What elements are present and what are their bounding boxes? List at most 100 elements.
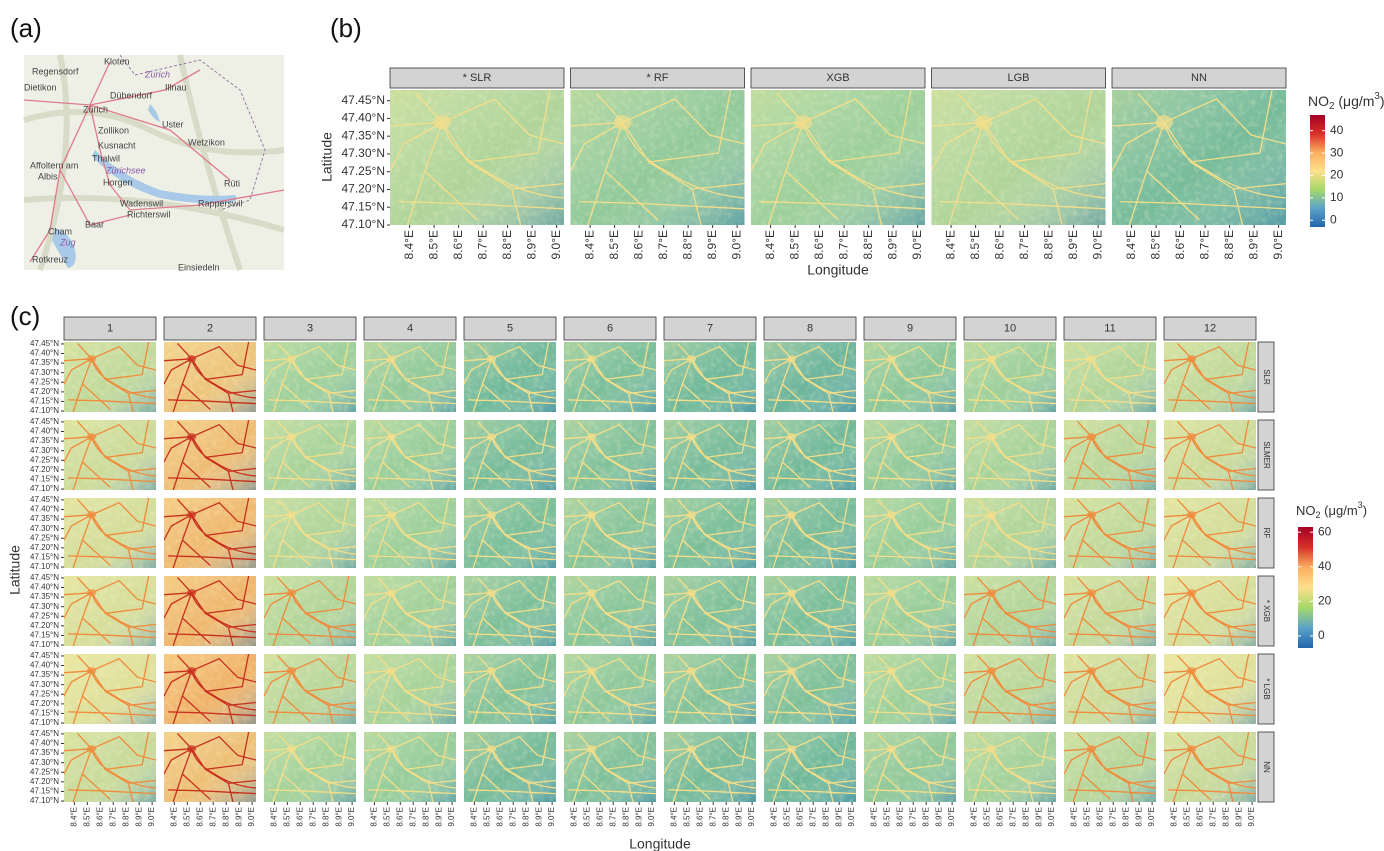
x-tick-label: 9.0°E	[147, 807, 156, 827]
x-tick-label: 8.8°E	[921, 807, 930, 827]
raster-map	[964, 576, 1056, 646]
x-tick-label: 8.7°E	[208, 807, 217, 827]
raster-map	[264, 576, 356, 646]
y-tick-label: 47.25°N	[342, 164, 386, 178]
x-tick-label: 8.8°E	[621, 807, 630, 827]
place-label: Einsiedeln	[178, 262, 220, 272]
x-tick-label: 8.6°E	[695, 807, 704, 827]
x-tick-label: 8.4°E	[1169, 807, 1178, 827]
raster-map	[664, 732, 756, 802]
raster-map	[964, 732, 1056, 802]
y-tick-label: 47.20°N	[30, 465, 59, 474]
x-tick-label: 8.7°E	[908, 807, 917, 827]
raster-map	[164, 498, 256, 568]
x-tick-label: 8.8°E	[500, 230, 514, 259]
y-tick-label: 47.45°N	[30, 339, 59, 348]
x-tick-label: 8.7°E	[308, 807, 317, 827]
x-tick-label: 8.9°E	[885, 230, 899, 259]
raster-map	[764, 420, 856, 490]
y-tick-label: 47.10°N	[30, 718, 59, 727]
x-tick-label: 8.4°E	[763, 230, 777, 259]
y-tick-label: 47.20°N	[342, 182, 386, 196]
raster-map	[664, 654, 756, 724]
raster-map	[264, 654, 356, 724]
colorbar-tick-label: 10	[1330, 190, 1344, 204]
y-tick-label: 47.25°N	[30, 455, 59, 464]
x-tick-label: 8.6°E	[1095, 807, 1104, 827]
place-label: Illnau	[165, 82, 187, 92]
x-tick-label: 8.7°E	[836, 230, 850, 259]
raster-map	[164, 342, 256, 412]
legend-title-part: )	[1363, 503, 1367, 518]
raster-map	[64, 498, 156, 568]
raster-map	[464, 420, 556, 490]
raster-map	[664, 498, 756, 568]
y-tick-label: 47.45°N	[30, 651, 59, 660]
x-tick-label: 8.9°E	[1066, 230, 1080, 259]
x-tick-label: 8.4°E	[969, 807, 978, 827]
raster-map	[164, 420, 256, 490]
page: {"panel_labels": ["(a)", "(b)", "(c)"], …	[0, 0, 1384, 851]
place-label: Affoltern am	[30, 160, 78, 170]
place-label: Kusnacht	[98, 140, 136, 150]
raster-map	[664, 420, 756, 490]
facet-title: XGB	[826, 72, 849, 84]
x-tick-label: 8.7°E	[508, 807, 517, 827]
facet-title: 11	[1104, 322, 1115, 334]
y-tick-label: 47.40°N	[30, 427, 59, 436]
place-label: Horgen	[103, 177, 133, 187]
colorbar	[1298, 527, 1313, 648]
x-tick-label: 8.5°E	[82, 807, 91, 827]
x-tick-label: 8.7°E	[1108, 807, 1117, 827]
x-tick-label: 8.5°E	[382, 807, 391, 827]
y-tick-label: 47.45°N	[30, 417, 59, 426]
x-tick-label: 8.4°E	[1124, 230, 1138, 259]
x-tick-label: 8.9°E	[1134, 807, 1143, 827]
raster-map	[1164, 342, 1256, 412]
x-tick-label: 8.8°E	[321, 807, 330, 827]
raster-map	[64, 342, 156, 412]
facet-title: 7	[707, 322, 713, 334]
raster-map	[932, 90, 1106, 225]
x-tick-label: 8.8°E	[1221, 807, 1230, 827]
raster-map	[664, 576, 756, 646]
y-tick-label: 47.35°N	[30, 358, 59, 367]
panel-label: (c)	[10, 301, 40, 331]
raster-map	[571, 90, 745, 225]
raster-map	[464, 732, 556, 802]
raster-map	[1112, 90, 1286, 225]
y-tick-label: 47.15°N	[30, 397, 59, 406]
x-tick-label: 8.4°E	[869, 807, 878, 827]
raster-map	[464, 576, 556, 646]
x-tick-label: 8.5°E	[607, 230, 621, 259]
facet-title: * SLR	[463, 72, 492, 84]
x-tick-label: 8.8°E	[121, 807, 130, 827]
x-tick-label: 8.5°E	[982, 807, 991, 827]
place-label: Dietikon	[24, 82, 57, 92]
x-tick-label: 8.6°E	[395, 807, 404, 827]
x-tick-label: 9.0°E	[847, 807, 856, 827]
facet-title: NN	[1191, 72, 1207, 84]
x-tick-label: 8.8°E	[721, 807, 730, 827]
facet-title: 6	[607, 322, 613, 334]
raster-map	[264, 732, 356, 802]
facet-title: 2	[207, 322, 213, 334]
x-tick-label: 8.9°E	[534, 807, 543, 827]
y-tick-label: 47.30°N	[30, 368, 59, 377]
raster-map	[164, 732, 256, 802]
y-tick-label: 47.25°N	[30, 377, 59, 386]
x-tick-label: 8.8°E	[521, 807, 530, 827]
y-tick-label: 47.40°N	[30, 661, 59, 670]
x-tick-label: 8.9°E	[1034, 807, 1043, 827]
legend-title-part: NO	[1308, 93, 1329, 109]
x-tick-label: 8.8°E	[861, 230, 875, 259]
place-label: Cham	[48, 226, 72, 236]
x-tick-label: 8.6°E	[895, 807, 904, 827]
x-tick-label: 8.4°E	[169, 807, 178, 827]
x-tick-label: 8.8°E	[680, 230, 694, 259]
facet-title: 5	[507, 322, 513, 334]
x-tick-label: 8.5°E	[426, 230, 440, 259]
x-tick-label: 8.4°E	[69, 807, 78, 827]
x-tick-label: 8.7°E	[708, 807, 717, 827]
raster-map	[64, 420, 156, 490]
